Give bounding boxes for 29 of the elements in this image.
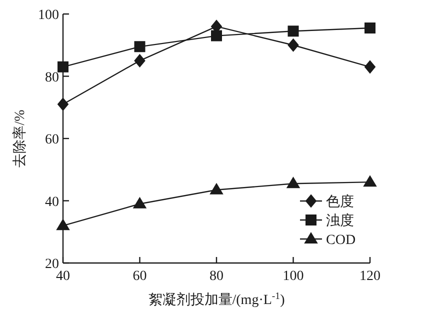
point	[134, 41, 146, 52]
y-tick-label: 100	[38, 8, 59, 23]
point	[210, 183, 223, 194]
point	[134, 54, 146, 68]
point	[288, 38, 299, 52]
point	[211, 30, 222, 42]
x-tick-label: 40	[56, 269, 70, 284]
x-axis-title: 絮凝剂投加量/(mg·L$^{-1}$)	[148, 290, 286, 308]
point	[288, 26, 299, 37]
x-tick-label: 60	[132, 269, 147, 284]
x-tick-label: 80	[210, 269, 224, 284]
x-tick-label: 100	[282, 269, 304, 284]
point	[286, 177, 300, 188]
legend-label: 浊度	[326, 213, 354, 229]
point	[56, 219, 70, 230]
point	[364, 22, 376, 34]
point	[58, 98, 68, 111]
point	[133, 197, 146, 208]
y-tick-label: 20	[45, 257, 59, 272]
y-tick-label: 40	[45, 194, 59, 210]
legend-label: COD	[326, 233, 356, 248]
y-axis-title: 去除率/%	[12, 109, 28, 168]
y-tick-label: 80	[45, 70, 59, 86]
legend-label: 色度	[326, 194, 354, 210]
x-tick-label: 120	[360, 269, 380, 284]
point	[364, 60, 376, 74]
y-tick-label: 60	[45, 132, 59, 148]
point	[364, 176, 376, 187]
point	[58, 61, 68, 72]
